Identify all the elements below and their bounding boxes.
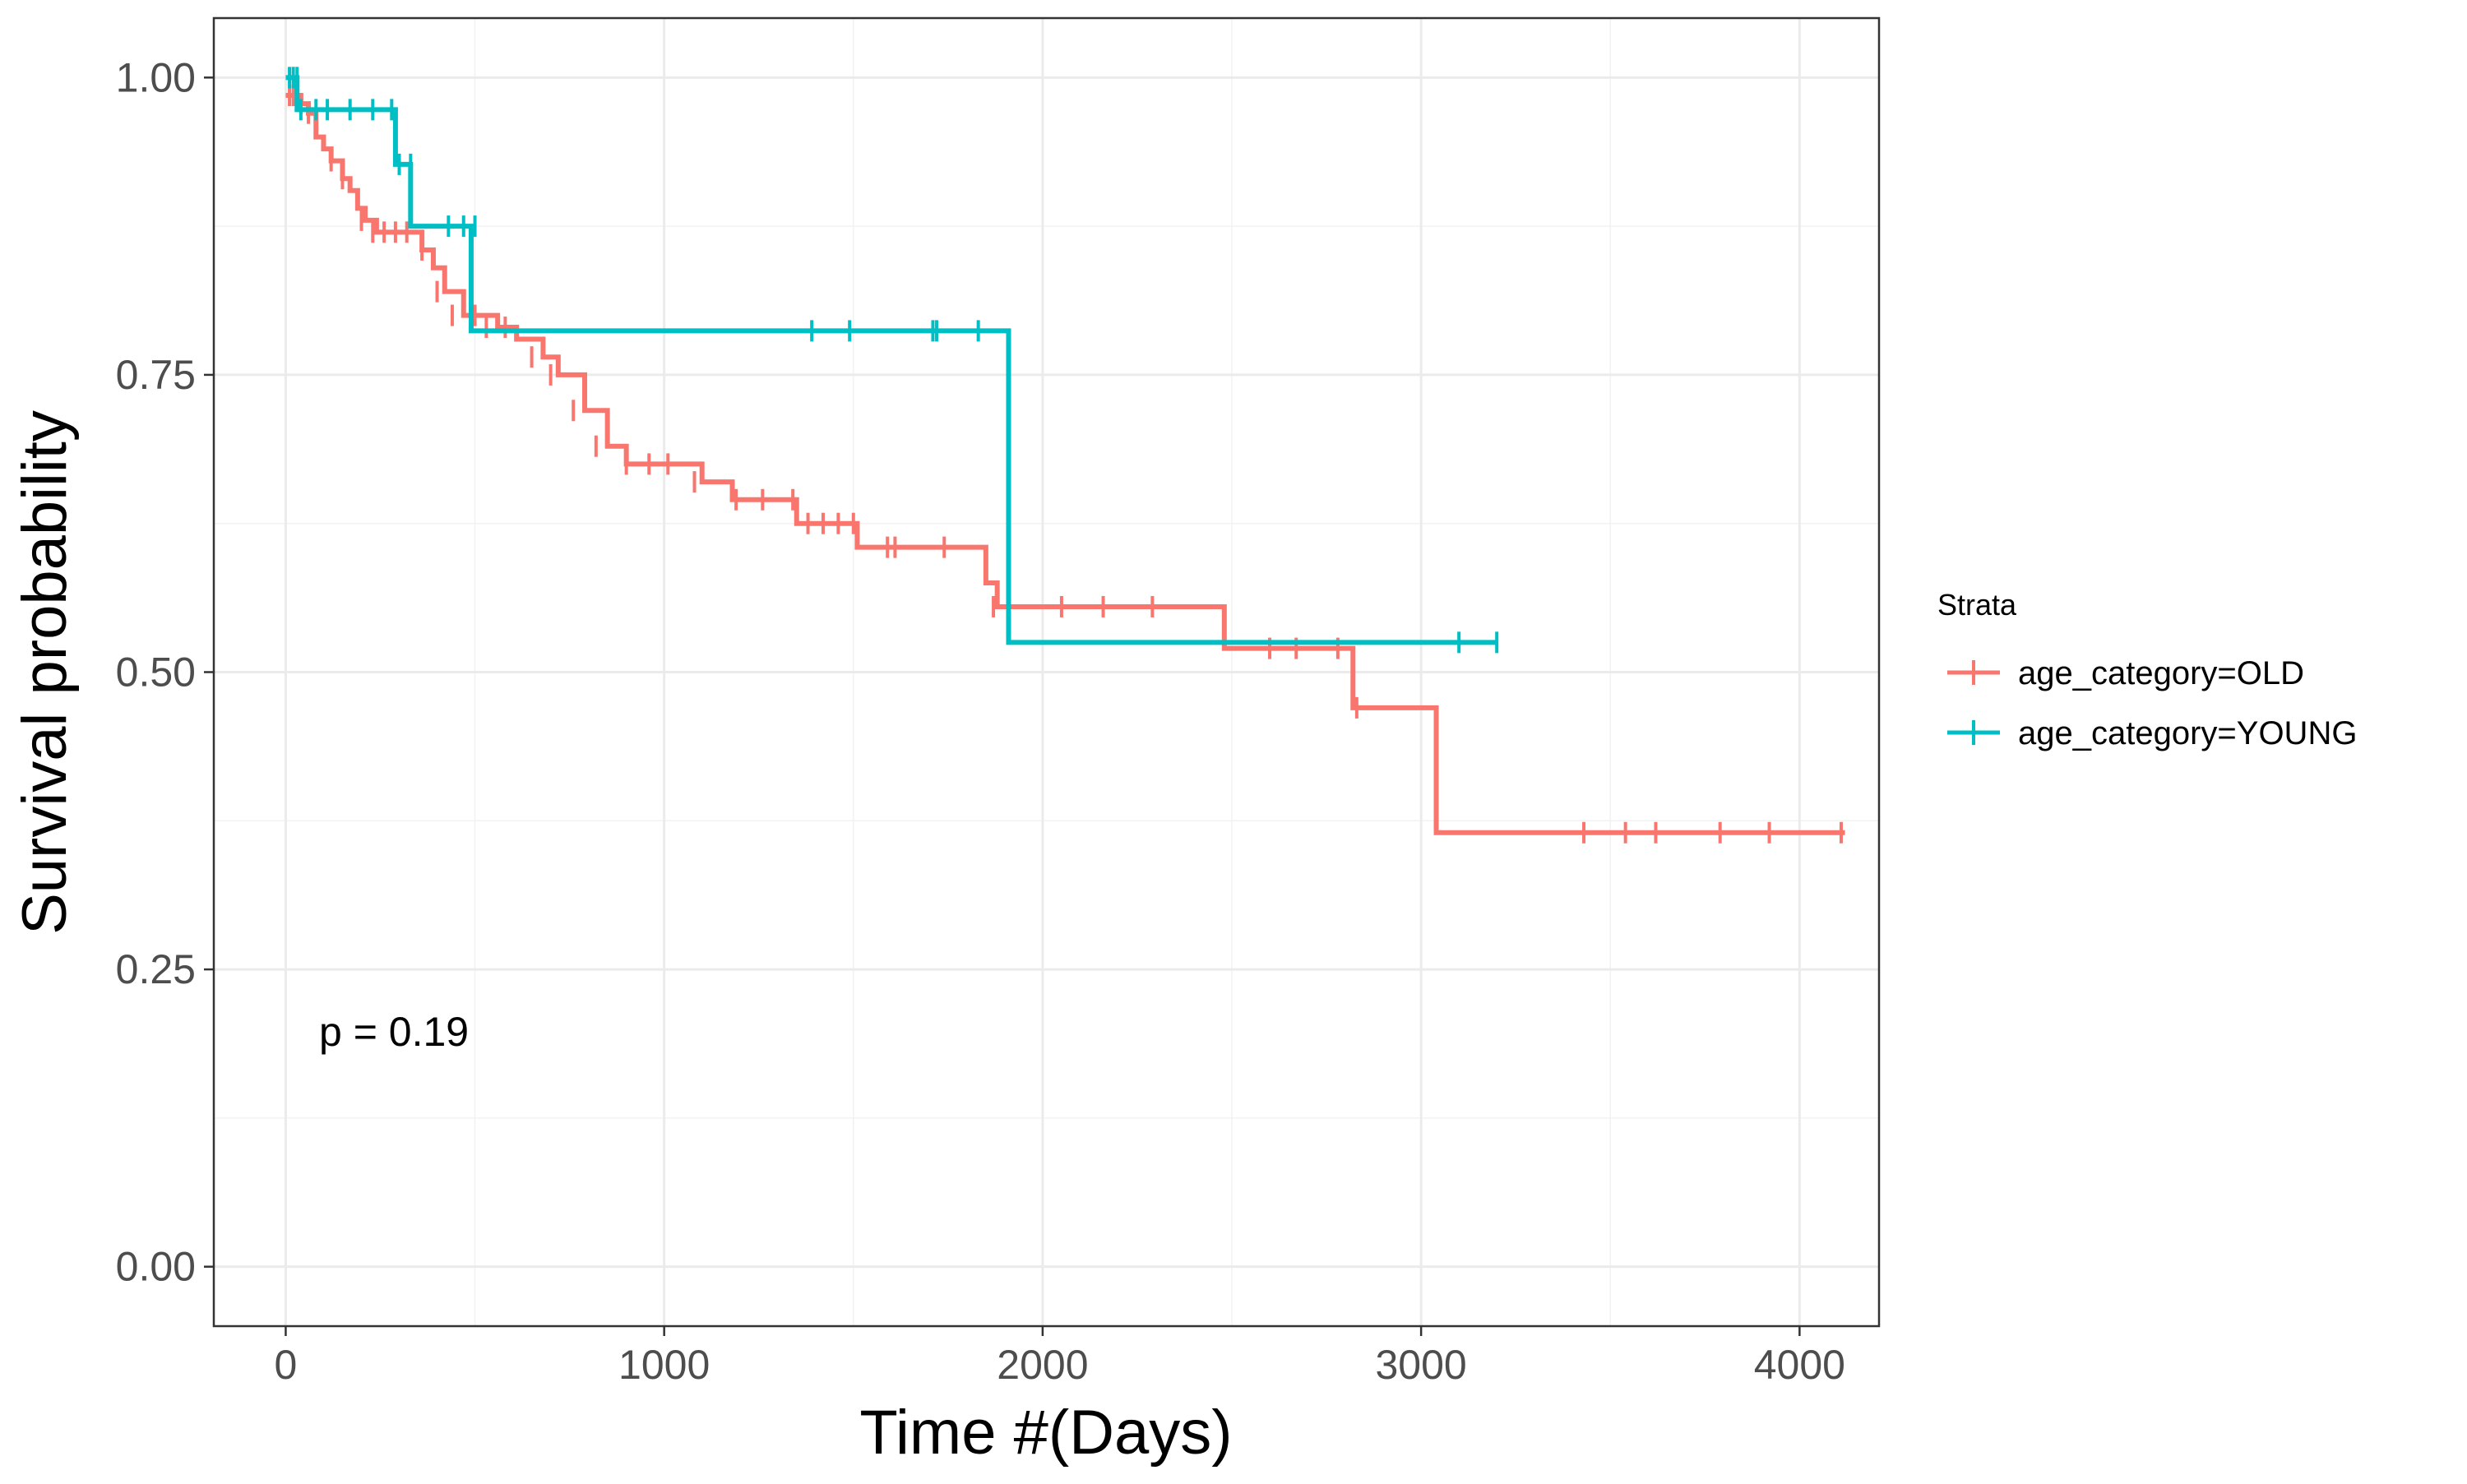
y-tick-label: 0.00	[116, 1244, 196, 1290]
legend-title: Strata	[1937, 588, 2017, 622]
x-tick-label: 4000	[1754, 1342, 1845, 1388]
y-tick-label: 1.00	[116, 54, 196, 100]
survival-curve-1	[285, 75, 1497, 645]
y-tick-label: 0.25	[116, 946, 196, 992]
x-tick-label: 2000	[997, 1342, 1088, 1388]
legend-label-old: age_category=OLD	[2018, 655, 2304, 691]
x-tick-label: 0	[275, 1342, 298, 1388]
x-axis-title: Time #(Days)	[859, 1398, 1232, 1468]
legend-item-old: age_category=OLD	[1947, 655, 2304, 691]
legend-label-young: age_category=YOUNG	[2018, 715, 2357, 751]
x-tick-label: 3000	[1376, 1342, 1467, 1388]
legend-item-young: age_category=YOUNG	[1947, 715, 2357, 751]
y-axis-title: Survival probability	[10, 410, 80, 935]
survival-curve-0	[285, 93, 1845, 835]
y-tick-label: 0.50	[116, 650, 196, 696]
series-layer	[285, 67, 1845, 844]
y-tick-label: 0.75	[116, 352, 196, 398]
annotation-text: p = 0.19	[319, 1009, 469, 1055]
legend: Strata age_category=OLD age_category=YOU…	[1937, 588, 2357, 751]
grid-layer	[214, 18, 1879, 1326]
axis-layer: 0 1000 2000 3000 4000 0.00 0.25 0.50 0.75 1.00	[116, 54, 1845, 1388]
x-tick-label: 1000	[618, 1342, 710, 1388]
